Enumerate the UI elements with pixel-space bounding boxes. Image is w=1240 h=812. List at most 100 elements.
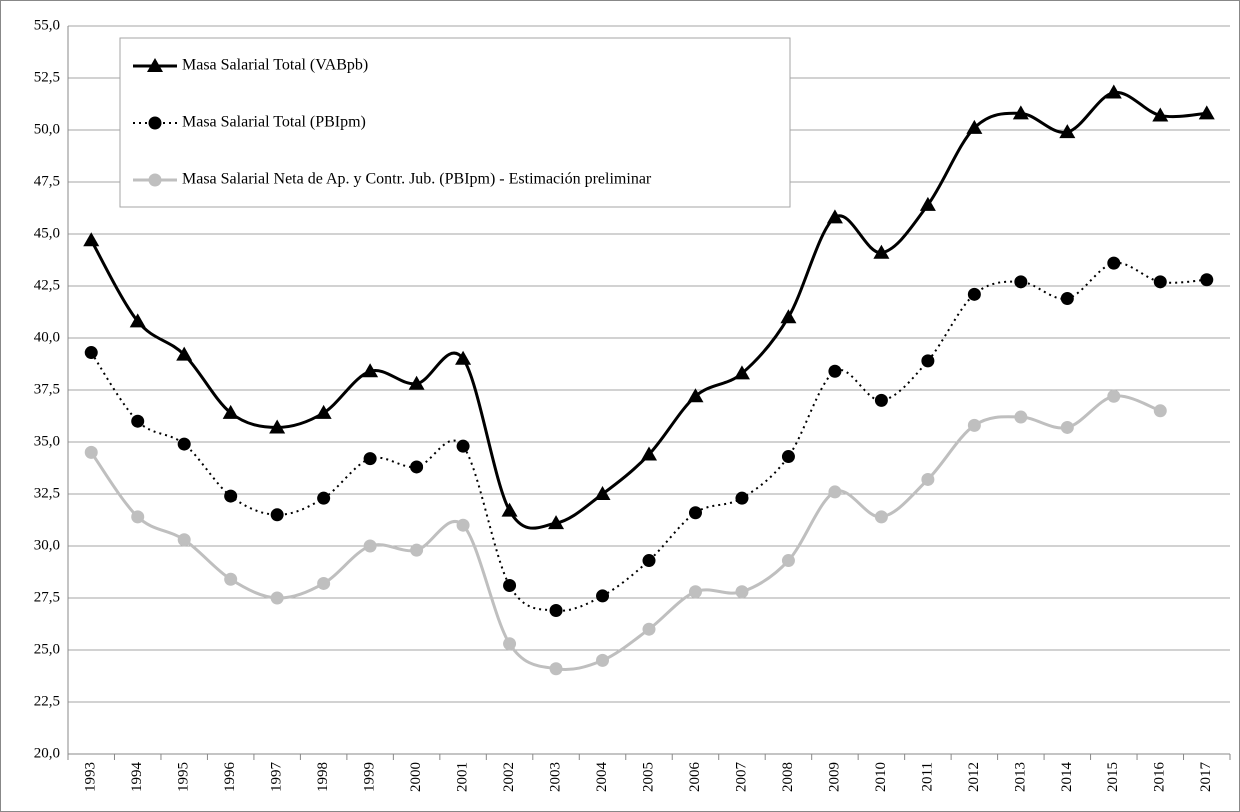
data-point [317,491,331,505]
data-point [594,486,611,500]
data-point [269,419,286,434]
data-point [687,388,704,403]
y-tick-label: 42,5 [34,277,60,293]
data-point [84,346,98,360]
y-tick-label: 40,0 [34,329,60,345]
data-point [967,418,981,432]
data-point [1153,404,1167,418]
data-point [503,579,517,593]
data-point [1059,124,1076,139]
data-point [826,209,843,224]
x-tick-label: 2003 [547,762,563,792]
x-tick-label: 2001 [455,762,471,792]
data-point [1153,275,1167,289]
y-tick-label: 45,0 [34,225,60,241]
series-line [90,394,1161,672]
data-point [596,653,610,667]
data-point [642,622,656,636]
legend-box [119,37,791,208]
data-point [549,662,563,676]
data-point [596,589,610,603]
data-point [781,450,795,464]
data-point [455,350,472,365]
data-point [501,502,518,517]
data-point [642,554,656,568]
x-tick-label: 1995 [176,762,192,792]
data-point [177,533,191,547]
data-point [1060,291,1074,305]
x-tick-label: 2004 [594,762,610,793]
data-point [410,543,424,557]
x-tick-label: 2017 [1198,762,1214,793]
data-point [176,346,193,361]
data-point [177,437,191,451]
data-point [1105,84,1122,99]
y-tick-label: 52,5 [34,69,60,85]
data-point [828,485,842,499]
x-tick-label: 2006 [687,762,703,793]
data-point [688,506,702,520]
x-tick-label: 2013 [1012,762,1028,792]
legend-marker [148,116,162,130]
x-tick-label: 1996 [222,762,238,793]
legend: Masa Salarial Total (VABpb) Masa Salarial… [119,37,791,208]
y-tick-label: 25,0 [34,641,60,657]
x-tick-label: 1997 [269,762,285,793]
y-tick-label: 20,0 [34,745,60,761]
data-point [733,365,750,380]
data-point [1152,107,1169,122]
data-point [224,572,238,586]
x-tick-label: 2005 [640,762,656,792]
y-tick-label: 50,0 [34,121,60,137]
y-tick-label: 22,5 [34,693,60,709]
data-point [781,554,795,568]
legend-label: Masa Salarial Total (PBIpm) [182,114,366,131]
x-tick-label: 1999 [362,762,378,792]
data-point [131,510,145,524]
x-tick-label: 2008 [780,762,796,792]
data-point [919,196,936,211]
y-tick-label: 55,0 [34,17,60,33]
data-point [456,439,470,453]
data-point [967,287,981,301]
y-tick-label: 30,0 [34,537,60,553]
data-point [363,452,377,466]
x-tick-label: 2000 [408,762,424,792]
data-point [828,364,842,378]
y-tick-label: 47,5 [34,173,60,189]
data-point [224,489,238,503]
data-point [921,354,935,368]
data-point [131,414,145,428]
data-point [735,585,749,599]
data-point [873,244,890,259]
data-point [1198,105,1215,120]
data-point [1060,420,1074,434]
legend-label: Masa Salarial Total (VABpb) [182,57,368,74]
data-point [1014,275,1028,289]
legend-marker [147,58,163,72]
x-tick-label: 1994 [129,762,145,793]
data-point [1012,105,1029,120]
x-tick-label: 2012 [966,762,982,792]
data-point [1107,256,1121,270]
x-tick-label: 1998 [315,762,331,792]
y-tick-label: 35,0 [34,433,60,449]
data-point [456,518,470,532]
data-point [84,445,98,459]
x-tick-label: 1993 [83,762,99,792]
x-tick-label: 2015 [1105,762,1121,792]
data-point [222,404,239,419]
data-point [1107,389,1121,403]
data-point [780,309,797,324]
data-point [503,637,517,651]
data-point [921,472,935,486]
y-tick-label: 27,5 [34,589,60,605]
x-tick-label: 2011 [919,762,935,791]
data-point [410,460,424,474]
data-point [363,539,377,553]
data-point [874,510,888,524]
data-point [735,491,749,505]
data-point [1014,410,1028,424]
